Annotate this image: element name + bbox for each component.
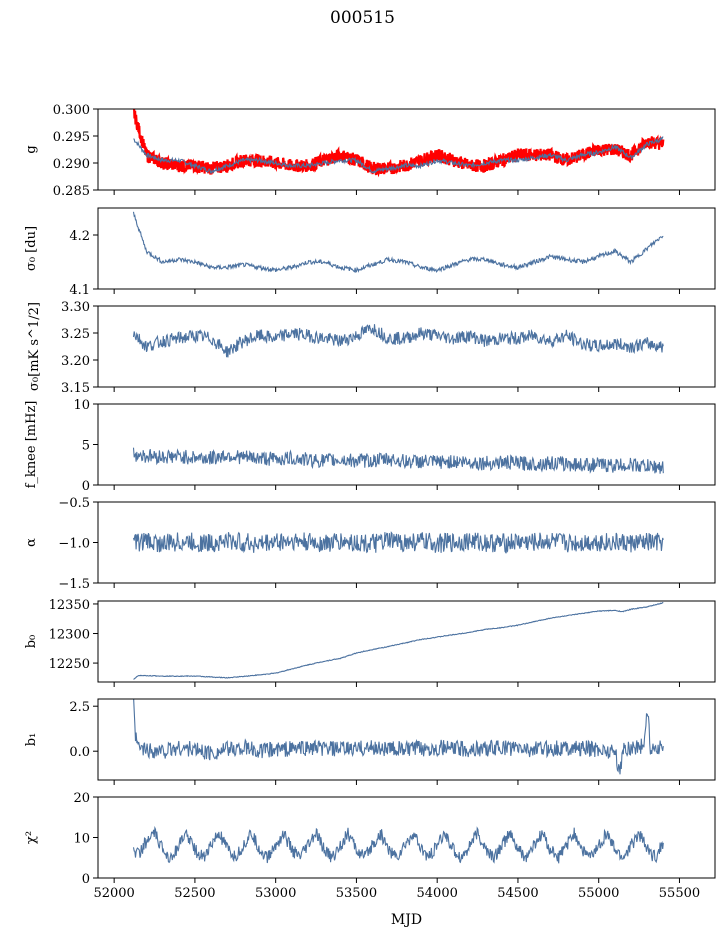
series-line-sigma0 <box>132 211 664 274</box>
axes-frame <box>97 698 716 781</box>
y-tick-label: 0.290 <box>53 157 90 172</box>
subplot-2: 4.1 4.2 σ₀ [du] <box>24 207 716 298</box>
series-line-b1 <box>133 699 664 775</box>
y-tick-label: 12250 <box>49 657 90 672</box>
series-line-b0 <box>133 602 664 680</box>
subplot-4: 0 5 10 f_knee [mHz] <box>24 398 716 494</box>
y-tick-label: 3.25 <box>61 327 90 342</box>
x-tick-label: 53500 <box>336 886 377 901</box>
y-tick-label: 0.295 <box>53 130 90 145</box>
y-tick-label: 10 <box>73 398 90 413</box>
series-line-chi2 <box>132 825 664 864</box>
y-tick-label: −0.5 <box>58 496 90 511</box>
y-tick-label: 0 <box>82 479 90 494</box>
y-axis-label: f_knee [mHz] <box>24 401 39 489</box>
series-line-alpha <box>132 531 664 555</box>
y-axis-label: b₁ <box>24 733 39 747</box>
y-tick-label: 4.2 <box>69 229 90 244</box>
axes-frame <box>97 305 716 388</box>
x-tick-label: 53000 <box>255 886 296 901</box>
y-tick-label: 4.1 <box>69 283 90 298</box>
y-axis-label: σ₀ [du] <box>24 226 39 271</box>
series-line-fknee <box>132 447 664 474</box>
series-line-g-raw- <box>132 109 665 178</box>
x-tick-label: 54500 <box>497 886 538 901</box>
axes-frame <box>97 207 716 290</box>
subplot-8: 0 10 20 52000 52500 53000 53500 54000 54500 55000… <box>24 791 716 901</box>
subplot-5: −1.5 −1.0 −0.5 α <box>24 496 716 592</box>
y-tick-label: −1.5 <box>58 577 90 592</box>
series-line-g-smoothed- <box>133 136 664 175</box>
subplot-3: 3.15 3.20 3.25 3.30 σ₀[mK s^1/2] <box>27 300 716 396</box>
y-tick-label: 2.5 <box>69 700 90 715</box>
y-tick-label: 20 <box>73 791 90 806</box>
y-tick-label: 0.300 <box>53 103 90 118</box>
x-tick-label: 55000 <box>578 886 619 901</box>
y-tick-label: 10 <box>73 832 90 847</box>
axes-frame <box>97 108 716 191</box>
y-axis-label: σ₀[mK s^1/2] <box>27 302 42 391</box>
series-line-sigma0-k <box>132 324 664 358</box>
y-tick-label: 12300 <box>49 628 90 643</box>
y-tick-label: 0.285 <box>53 184 90 199</box>
subplot-6: 12250 12300 12350 b₀ <box>24 598 716 687</box>
x-tick-label: 54000 <box>417 886 458 901</box>
x-tick-label: 55500 <box>659 886 700 901</box>
y-tick-label: 3.20 <box>61 354 90 369</box>
subplot-7: 0.0 2.5 b₁ <box>24 698 716 785</box>
y-axis-label: α <box>24 538 39 547</box>
y-tick-label: −1.0 <box>58 537 90 552</box>
y-tick-label: 3.30 <box>61 300 90 315</box>
x-tick-label: 52000 <box>93 886 134 901</box>
figure-title: 000515 <box>330 8 395 28</box>
subplot-1: 0.285 0.290 0.295 0.300 g <box>24 103 716 199</box>
x-tick-label: 52500 <box>174 886 215 901</box>
y-tick-label: 3.15 <box>61 381 90 396</box>
y-axis-label: χ² <box>24 831 39 844</box>
y-tick-label: 12350 <box>49 598 90 613</box>
y-tick-label: 0.0 <box>69 745 90 760</box>
y-tick-label: 5 <box>82 439 90 454</box>
axes-frame <box>97 403 716 486</box>
x-axis-label: MJD <box>391 912 422 928</box>
y-axis-label: b₀ <box>24 635 39 649</box>
axes-frame <box>97 600 716 683</box>
y-tick-label: 0 <box>82 872 90 887</box>
y-axis-label: g <box>24 145 39 153</box>
